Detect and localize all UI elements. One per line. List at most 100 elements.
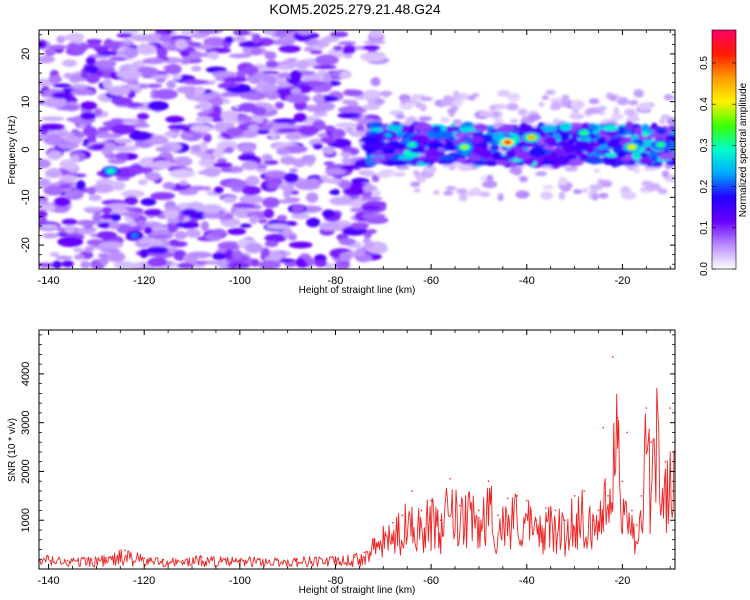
spectrogram-cell [291,203,304,214]
spectrogram-cell [100,213,113,220]
spectrogram-cell [362,185,378,191]
spectrogram-cell [338,237,356,246]
snr-data-point [124,549,126,552]
spectrogram-cell [156,47,168,58]
spectrogram-cell [233,30,250,36]
spectrogram-cell [322,72,332,84]
spectrogram-cell [350,207,364,213]
spectrogram-cell [588,98,600,105]
spectrogram-cell [296,30,313,36]
spectrogram-cell [344,164,359,170]
spectrogram-cell [80,70,89,79]
spectrogram-cell [57,142,79,150]
spectrogram-cell [213,186,224,194]
spectrogram-cell [223,36,235,43]
spectrogram-cell [545,89,556,95]
spectrogram-cell [80,111,97,121]
spectrogram-cell [249,215,259,225]
spectrogram-cell [458,126,476,133]
spectrogram-cell [71,192,84,199]
spectrogram-cell [290,190,300,195]
spectrogram-cell [174,230,188,240]
spectrogram-cell [461,144,469,150]
spectrogram-cell [166,80,177,89]
spectrogram-cell [413,170,420,175]
spectrogram-cell [323,178,341,184]
spectrogram-cell [319,137,337,144]
spectrogram-cell [646,182,661,192]
spectrogram-cell [316,38,330,48]
spectrogram-cell [51,91,71,99]
spectrogram-cell [231,249,243,260]
snr-data-point [664,460,667,463]
spectrogram-cell [211,228,227,237]
spectrogram-cell [144,171,161,181]
spectrogram-cell [222,196,237,203]
spectrogram-cell [452,99,463,107]
snr-data-point [669,407,672,409]
spectrogram-cell [94,59,117,68]
spectrogram-cell [370,127,386,133]
spectrogram-cell [587,152,605,158]
spectrogram-cell [447,107,457,115]
spectrogram-cell [361,205,381,211]
spectrogram-cell [617,97,629,106]
spectrogram-cell [226,262,251,269]
snr-data-point [506,497,509,500]
spectrogram-cell [363,170,374,177]
spectrogram-cell [333,45,343,51]
spectrogram-cell [637,102,653,111]
spectrogram-cell [225,127,244,137]
spectrogram-cell [564,165,578,172]
spectrogram-cell [560,98,569,108]
spectrogram-cell [361,213,386,219]
spectrogram-cell [465,136,473,142]
spectrogram-cell [550,101,562,111]
spectrogram-cell [75,228,96,235]
snr-data-point [430,499,432,502]
spectrogram-cell [625,116,640,122]
spectrogram-cell [285,93,311,104]
spectrogram-cell [309,50,323,55]
spectrogram-cell [509,166,523,175]
spectrogram-cell [559,122,572,131]
spectrogram-cell [289,70,303,81]
spectrogram-cell [666,95,675,100]
spectrogram-cell [479,191,491,198]
spectrogram-cell [282,189,292,199]
spectrogram-cell [87,132,97,143]
spectrogram-cell [307,154,317,164]
snr-data-point [277,559,279,562]
colorbar-tick-label: 0.2 [699,179,710,193]
spectrogram-cell [237,154,257,161]
spectrogram-cell [288,241,313,249]
snr-data-point [392,521,394,524]
spectrogram-cell [472,160,488,166]
spectrogram-cell [124,196,139,206]
spectrogram-cell [355,247,365,257]
spectrogram-y-tick-label: 10 [20,96,32,108]
spectrogram-cell [203,133,212,143]
spectrogram-cell [569,113,585,120]
snr-data-point [659,509,662,512]
spectrogram-cell [535,171,548,177]
spectrogram-cell [600,179,613,188]
chart-title: KOM5.2025.279.21.48.G24 [269,1,440,17]
spectrogram-cell [384,132,392,138]
snr-data-point [219,558,222,561]
spectrogram-cell [109,56,128,61]
spectrogram-cell [343,44,356,54]
spectrogram-cell [170,262,180,268]
spectrogram-cell [399,103,414,110]
spectrogram-cell [412,134,430,143]
spectrogram-cell [494,155,510,161]
spectrogram-cell [604,152,618,158]
spectrogram-cell [359,196,383,201]
spectrogram-cell [540,191,554,200]
snr-x-tick-label: -60 [423,575,439,587]
spectrogram-cell [272,118,298,124]
spectrogram-cell [665,134,675,141]
spectrogram-cell [263,160,279,165]
spectrogram-cell [124,144,140,150]
spectrogram-cell [370,157,388,162]
